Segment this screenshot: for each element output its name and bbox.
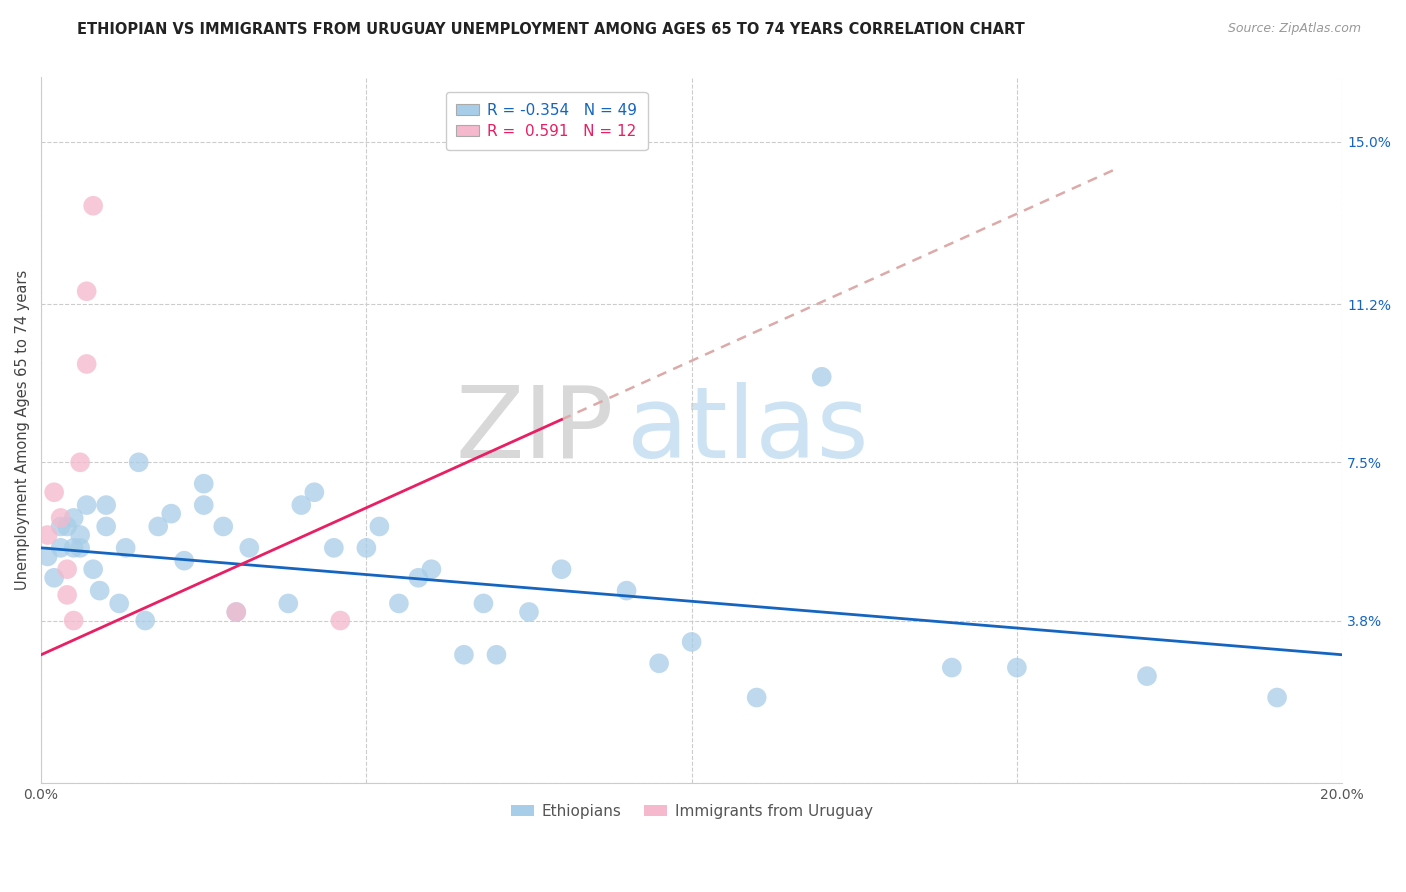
Point <box>42 571 65 585</box>
Point <box>681 635 703 649</box>
Point <box>388 596 411 610</box>
Point <box>368 519 391 533</box>
Point <box>49 519 72 533</box>
Point <box>420 562 443 576</box>
Point <box>225 605 247 619</box>
Point <box>62 511 84 525</box>
Point <box>304 485 326 500</box>
Text: Source: ZipAtlas.com: Source: ZipAtlas.com <box>1227 22 1361 36</box>
Point <box>69 541 91 555</box>
Point <box>62 614 84 628</box>
Y-axis label: Unemployment Among Ages 65 to 74 years: Unemployment Among Ages 65 to 74 years <box>15 270 30 591</box>
Point <box>128 455 150 469</box>
Point <box>745 690 768 705</box>
Point <box>193 476 215 491</box>
Point <box>69 528 91 542</box>
Text: ETHIOPIAN VS IMMIGRANTS FROM URUGUAY UNEMPLOYMENT AMONG AGES 65 TO 74 YEARS CORR: ETHIOPIAN VS IMMIGRANTS FROM URUGUAY UNE… <box>77 22 1025 37</box>
Point <box>160 507 183 521</box>
Point <box>453 648 475 662</box>
Point <box>212 519 235 533</box>
Point <box>56 562 79 576</box>
Point <box>56 588 79 602</box>
Point <box>76 357 98 371</box>
Point <box>238 541 260 555</box>
Point <box>408 571 430 585</box>
Point <box>56 519 79 533</box>
Point <box>37 528 59 542</box>
Point <box>69 455 91 469</box>
Text: ZIP: ZIP <box>456 382 613 479</box>
Point <box>1136 669 1159 683</box>
Point <box>49 541 72 555</box>
Point <box>485 648 508 662</box>
Point <box>148 519 170 533</box>
Point <box>96 498 118 512</box>
Point <box>322 541 344 555</box>
Point <box>277 596 299 610</box>
Point <box>76 285 98 299</box>
Point <box>648 657 671 671</box>
Point <box>82 562 104 576</box>
Point <box>356 541 378 555</box>
Point <box>76 498 98 512</box>
Point <box>37 549 59 564</box>
Point <box>329 614 352 628</box>
Point <box>225 605 247 619</box>
Point <box>134 614 156 628</box>
Point <box>193 498 215 512</box>
Point <box>472 596 495 610</box>
Point <box>616 583 638 598</box>
Point <box>517 605 540 619</box>
Legend: Ethiopians, Immigrants from Uruguay: Ethiopians, Immigrants from Uruguay <box>505 797 879 825</box>
Point <box>108 596 131 610</box>
Point <box>96 519 118 533</box>
Point <box>1265 690 1288 705</box>
Point <box>810 369 832 384</box>
Text: atlas: atlas <box>627 382 868 479</box>
Point <box>62 541 84 555</box>
Point <box>1005 660 1028 674</box>
Point <box>89 583 111 598</box>
Point <box>941 660 963 674</box>
Point <box>290 498 312 512</box>
Point <box>550 562 572 576</box>
Point <box>49 511 72 525</box>
Point <box>82 199 104 213</box>
Point <box>173 554 195 568</box>
Point <box>42 485 65 500</box>
Point <box>114 541 136 555</box>
